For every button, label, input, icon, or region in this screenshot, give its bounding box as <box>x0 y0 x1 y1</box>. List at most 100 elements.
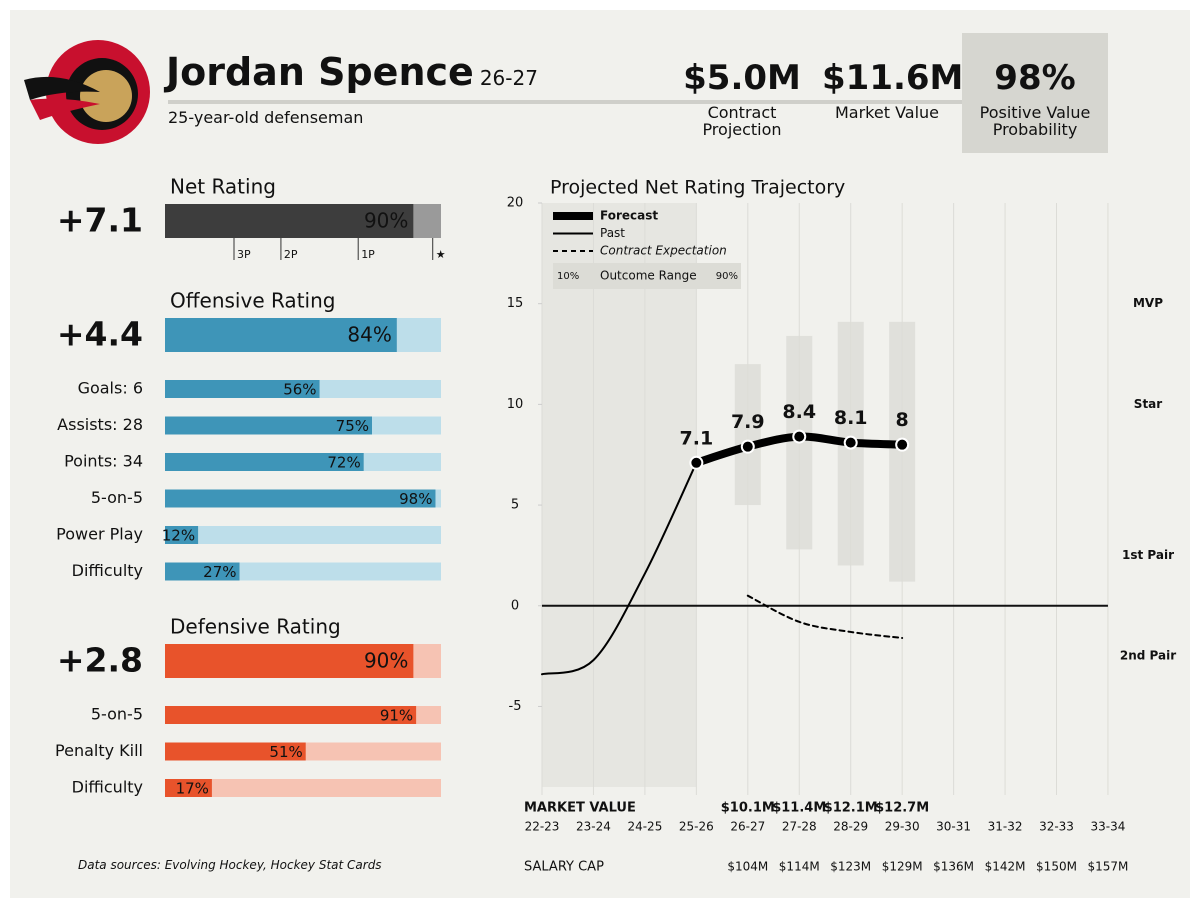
track <box>372 416 441 435</box>
x-tick-label: 32-33 <box>1039 820 1074 834</box>
salary-cap: $129M <box>882 860 923 874</box>
x-tick-label: 22-23 <box>525 820 560 834</box>
legend-label: Forecast <box>600 209 658 223</box>
y-tick-label: 10 <box>507 397 524 412</box>
stat-value: $5.0M <box>683 58 801 98</box>
stat: 98% Positive Value Probability <box>966 58 1104 138</box>
point <box>689 455 704 470</box>
season: 26-27 <box>479 66 538 90</box>
marker-label: 2P <box>284 248 298 261</box>
bar <box>165 706 417 724</box>
data-label: 7.1 <box>680 427 714 449</box>
bar <box>165 526 199 544</box>
headline: +4.4 <box>57 315 143 354</box>
chart-title: Projected Net Rating Trajectory <box>550 177 845 199</box>
series-line <box>746 594 904 639</box>
stat: $5.0M Contract Projection <box>682 58 802 138</box>
section-title: Defensive Rating <box>170 615 341 639</box>
stat: $11.6M Market Value <box>822 58 964 121</box>
name: Jordan Spence <box>166 50 474 94</box>
point <box>895 437 910 452</box>
category-label: Penalty Kill <box>55 741 143 760</box>
track <box>413 644 441 678</box>
bar-label: 98% <box>399 490 432 508</box>
bar <box>165 562 240 581</box>
track <box>396 318 441 352</box>
x-tick-label: 27-28 <box>782 820 817 834</box>
bar-label: 91% <box>380 707 413 725</box>
tier-label: Star <box>1134 397 1162 411</box>
track <box>413 204 441 238</box>
salary-cap: $150M <box>1036 860 1077 874</box>
footer: Data sources: Evolving Hockey, Hockey St… <box>78 858 382 872</box>
stat-box <box>962 33 1108 153</box>
category-label: Power Play <box>56 525 143 544</box>
bar <box>165 644 414 678</box>
bar-label: 51% <box>269 743 302 761</box>
y-tick-label: 5 <box>511 498 519 513</box>
salary-cap: $114M <box>779 860 820 874</box>
stat-value: $11.6M <box>822 58 964 98</box>
data-label: 8.4 <box>782 401 816 423</box>
market-value: $10.1M <box>721 801 775 816</box>
bar <box>165 380 320 398</box>
salary-cap: $123M <box>830 860 871 874</box>
salary-cap: $136M <box>933 860 974 874</box>
x-tick-label: 24-25 <box>627 820 662 834</box>
section-title: Offensive Rating <box>170 289 335 313</box>
legend-label: Contract Expectation <box>600 244 727 258</box>
category-label: Difficulty <box>72 778 143 797</box>
y-tick-label: 20 <box>507 196 524 211</box>
x-tick-label: 28-29 <box>833 820 868 834</box>
track <box>198 526 441 544</box>
category-label: 5-on-5 <box>91 488 143 507</box>
player-name: Jordan Spence 26-27 <box>166 50 538 94</box>
category-label: Assists: 28 <box>57 415 143 434</box>
range-bar <box>889 321 916 582</box>
market-value: $12.7M <box>875 801 929 816</box>
category-label: 5-on-5 <box>91 705 143 724</box>
x-tick-label: 25-26 <box>679 820 714 834</box>
track <box>239 562 441 581</box>
tier-label: 1st Pair <box>1122 548 1174 562</box>
bar <box>165 453 364 471</box>
marker-label: ★ <box>436 248 446 261</box>
x-tick-label: 33-34 <box>1091 820 1126 834</box>
bar <box>165 416 372 435</box>
market-value: $11.4M <box>772 801 826 816</box>
tier-label: 2nd Pair <box>1120 649 1176 663</box>
bar-label: 12% <box>162 527 195 545</box>
subtitle: 25-year-old defenseman <box>168 108 364 127</box>
headline: +2.8 <box>57 641 143 680</box>
row-label: SALARY CAP <box>524 860 604 875</box>
x-tick-label: 30-31 <box>936 820 971 834</box>
salary-cap: $104M <box>727 860 768 874</box>
data-label: 7.9 <box>731 411 765 433</box>
bar <box>165 779 212 797</box>
y-tick-label: 0 <box>511 598 519 613</box>
past-shade <box>542 203 697 787</box>
stat-value: 98% <box>994 58 1076 98</box>
y-tick-label: -5 <box>509 699 522 714</box>
x-tick-label: 31-32 <box>988 820 1023 834</box>
bar <box>165 742 306 761</box>
track <box>305 742 441 761</box>
point <box>843 435 858 450</box>
category-label: Points: 34 <box>64 452 143 471</box>
x-tick-label: 29-30 <box>885 820 920 834</box>
category-label: Goals: 6 <box>78 379 143 398</box>
bar-label: 72% <box>327 454 360 472</box>
headline: +7.1 <box>57 201 143 240</box>
category-label: Difficulty <box>72 561 143 580</box>
track <box>416 706 441 724</box>
point <box>792 429 807 444</box>
bar-label: 84% <box>347 323 391 347</box>
bar-label: 56% <box>283 381 316 399</box>
y-tick-label: 15 <box>507 296 524 311</box>
row-label: MARKET VALUE <box>524 801 636 816</box>
marker-label: 3P <box>237 248 251 261</box>
track <box>435 489 441 508</box>
bar-label: 75% <box>336 417 369 435</box>
